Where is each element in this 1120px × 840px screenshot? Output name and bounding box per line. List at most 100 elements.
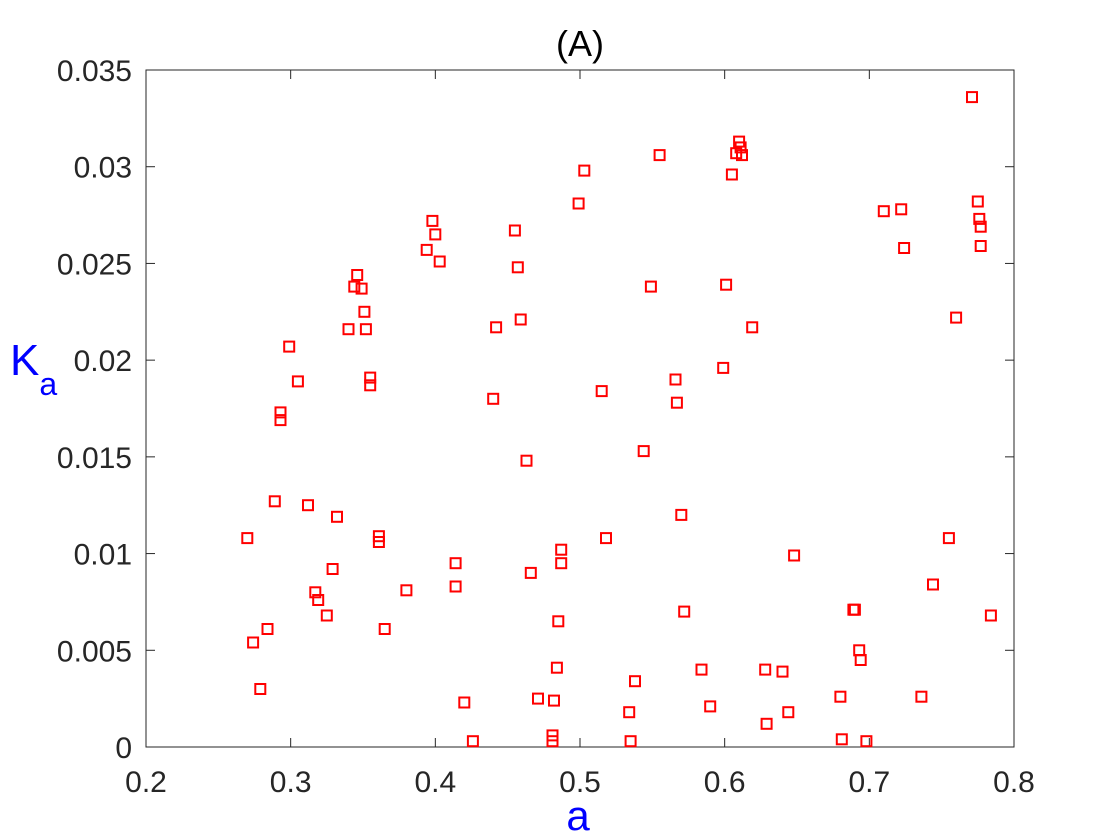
data-point <box>834 690 847 703</box>
y-axis-label: Ka <box>10 336 57 402</box>
data-point <box>595 385 608 398</box>
data-points <box>241 91 997 748</box>
data-point <box>736 149 748 162</box>
data-point <box>895 203 908 216</box>
data-point <box>261 623 274 635</box>
data-point <box>291 375 304 388</box>
data-point <box>326 563 339 575</box>
axis-ticks <box>145 69 1015 748</box>
data-point <box>320 609 333 622</box>
data-point <box>364 371 377 384</box>
data-point <box>950 311 963 324</box>
data-point <box>532 692 544 705</box>
data-point <box>283 340 296 353</box>
data-point <box>974 220 987 233</box>
y-axis-tick-labels: 0 0.005 0.01 0.015 0.02 0.025 0.03 0.035 <box>57 55 132 765</box>
data-point <box>449 580 462 593</box>
data-point <box>854 654 867 666</box>
x-tick-label: 0.8 <box>993 766 1035 799</box>
data-point <box>734 141 747 154</box>
data-point <box>974 240 987 252</box>
plot-area <box>145 69 1015 748</box>
data-point <box>759 663 772 676</box>
data-point <box>433 255 446 268</box>
data-point <box>973 212 986 225</box>
data-point <box>725 168 738 181</box>
data-point <box>675 508 688 521</box>
data-point <box>359 323 372 336</box>
data-point <box>670 396 683 409</box>
data-point <box>378 623 391 635</box>
data-point <box>555 557 568 570</box>
data-point <box>555 543 568 556</box>
data-point <box>546 735 559 748</box>
data-point <box>342 323 355 336</box>
y-axis-label-main: K <box>10 336 39 385</box>
data-point <box>848 603 861 616</box>
x-tick-label: 0.7 <box>848 766 890 799</box>
y-tick-label: 0.025 <box>57 248 132 281</box>
y-tick-label: 0.005 <box>57 635 132 668</box>
x-tick-label: 0.6 <box>704 766 746 799</box>
chart-title: (A) <box>556 23 604 64</box>
data-point <box>364 379 377 392</box>
data-point <box>490 321 503 334</box>
data-point <box>600 532 612 545</box>
data-point <box>835 733 848 746</box>
data-point <box>877 205 890 218</box>
data-point <box>508 224 521 237</box>
data-point <box>358 305 371 318</box>
data-point <box>524 566 537 579</box>
data-point <box>669 373 682 386</box>
data-point <box>420 243 433 256</box>
y-tick-label: 0.035 <box>57 55 132 88</box>
data-point <box>717 361 730 374</box>
data-point <box>511 261 524 274</box>
data-point <box>644 280 657 293</box>
y-tick-label: 0 <box>115 732 132 765</box>
data-point <box>426 214 439 227</box>
data-point <box>629 675 641 688</box>
data-point <box>552 615 565 628</box>
data-point <box>624 735 637 748</box>
data-point <box>860 735 873 748</box>
x-tick-label: 0.5 <box>559 766 601 799</box>
data-point <box>247 636 260 649</box>
data-point <box>898 242 911 254</box>
data-point <box>466 735 479 748</box>
y-tick-label: 0.03 <box>74 152 132 185</box>
data-point <box>241 532 254 545</box>
data-point <box>746 321 759 334</box>
data-point <box>348 280 361 293</box>
data-point <box>966 91 978 104</box>
data-point <box>720 278 733 291</box>
x-tick-label: 0.4 <box>414 766 456 799</box>
data-point <box>268 495 281 508</box>
data-point <box>400 584 413 597</box>
y-tick-label: 0.02 <box>74 345 132 378</box>
data-point <box>927 578 939 591</box>
x-axis-tick-labels: 0.2 0.3 0.4 0.5 0.6 0.7 0.8 <box>125 766 1035 799</box>
data-point <box>678 605 691 618</box>
data-point <box>623 706 636 719</box>
data-point <box>274 414 287 427</box>
data-point <box>449 557 462 570</box>
data-point <box>520 454 533 467</box>
data-point <box>312 594 325 606</box>
data-point <box>915 690 928 703</box>
data-point <box>309 586 322 599</box>
data-point <box>487 392 500 405</box>
data-point <box>355 282 368 295</box>
data-point <box>351 269 364 281</box>
y-tick-label: 0.015 <box>57 442 132 475</box>
data-point <box>458 696 471 709</box>
data-point <box>704 700 717 713</box>
data-point <box>548 694 560 707</box>
x-axis-label: a <box>566 792 590 839</box>
data-point <box>254 683 267 695</box>
data-point <box>760 717 773 730</box>
data-point <box>942 532 955 545</box>
data-point <box>514 313 527 326</box>
data-point <box>776 665 789 678</box>
data-point <box>572 197 585 210</box>
